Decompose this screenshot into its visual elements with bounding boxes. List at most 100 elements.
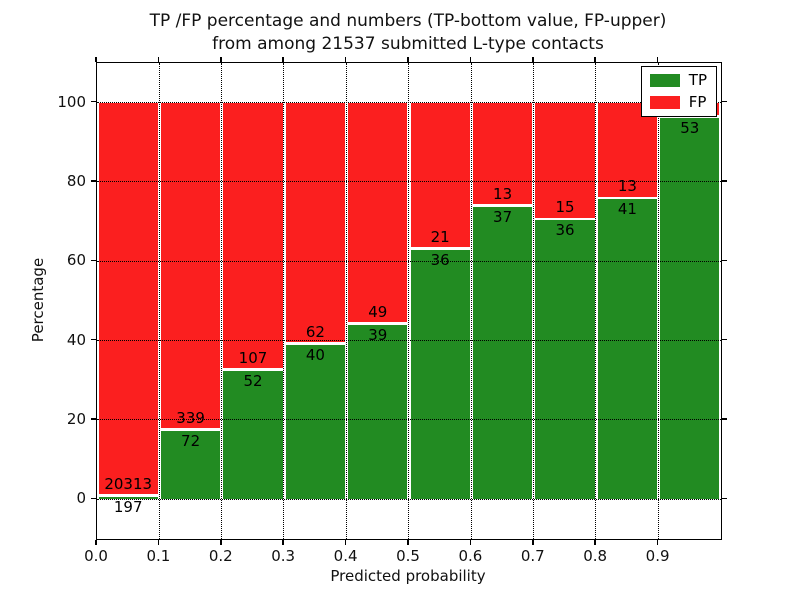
horizontal-gridline [97,498,721,500]
x-tick-mark-top [282,57,284,62]
x-tick-mark-top [594,57,596,62]
bar-fp-segment [597,102,658,197]
bar-tp-segment [160,430,221,500]
x-tick-label: 0.6 [458,547,483,565]
fp-count-label: 107 [238,348,268,367]
tp-count-label: 39 [368,325,388,344]
bar-tp-segment [348,324,408,500]
x-tick-label: 0.9 [645,547,670,565]
y-tick-label: 20 [66,410,86,428]
fp-count-label: 20313 [104,474,153,493]
x-tick-label: 0.8 [583,547,608,565]
x-tick-mark-top [532,57,534,62]
fp-count-label: 49 [368,302,388,321]
x-tick-label: 0.2 [208,547,233,565]
y-tick-mark-right [721,100,727,103]
bar-tp-segment [98,496,158,500]
y-tick-label: 60 [66,251,86,270]
bar-fp-segment [285,102,346,343]
x-tick-mark [282,539,284,545]
bar-fp-segment [348,102,408,323]
x-tick-label: 0.5 [396,547,420,565]
tp-color-swatch [649,74,680,87]
chart-title: TP /FP percentage and numbers (TP-bottom… [96,10,720,56]
legend: TP FP [640,66,717,117]
fp-color-swatch [649,96,680,109]
x-tick-label: 0.7 [520,547,545,565]
bar-tp-segment [535,220,595,500]
y-tick-mark [91,418,96,420]
x-tick-mark [532,539,534,545]
vertical-gridline [408,63,410,539]
legend-item-tp: TP [649,73,707,88]
x-tick-label: 0.1 [146,547,171,565]
bar-fp-segment [472,102,533,205]
x-tick-label: 0.4 [333,547,358,565]
bar-tp-segment [285,344,346,500]
x-tick-mark [95,539,97,545]
chart-title-line-1: TP /FP percentage and numbers (TP-bottom… [149,11,667,31]
vertical-gridline [470,63,472,539]
tp-count-label: 36 [430,250,450,269]
fp-count-label: 13 [493,184,513,203]
y-tick-mark [91,497,96,500]
bar-tp-segment [597,199,658,500]
bar-fp-segment [160,102,221,429]
bar-tp-segment [410,249,470,500]
x-tick-mark-top [407,57,409,62]
x-tick-mark-top [157,57,160,62]
x-tick-label: 0.0 [84,547,108,565]
bar-fp-segment [410,102,470,248]
y-tick-label: 0 [76,489,86,508]
horizontal-gridline [97,339,721,341]
y-tick-mark-right [721,259,727,262]
x-tick-mark [344,539,347,545]
legend-label-fp: FP [688,93,707,111]
vertical-gridline [158,63,160,539]
fp-count-label: 62 [305,322,325,341]
vertical-gridline [595,63,597,539]
bar-tp-segment [660,117,720,500]
fp-count-label: 15 [555,198,575,217]
tp-count-label: 72 [181,431,201,450]
x-tick-mark-top [469,57,472,62]
tp-count-label: 53 [680,118,700,137]
x-tick-mark [220,539,222,545]
vertical-gridline [221,63,223,539]
x-tick-mark-top [220,57,222,62]
x-tick-mark-top [656,57,659,62]
fp-count-label: 13 [617,177,637,196]
y-tick-mark-right [721,180,727,182]
tp-count-label: 36 [555,221,575,240]
y-tick-mark [91,180,96,182]
vertical-gridline [345,63,347,539]
y-tick-mark-right [721,418,727,420]
x-tick-mark-top [344,57,347,62]
x-axis-label: Predicted probability [330,567,486,585]
tp-count-label: 41 [617,200,637,219]
horizontal-gridline [97,260,721,262]
x-tick-mark [157,539,160,545]
horizontal-gridline [97,181,721,183]
horizontal-gridline [97,419,721,421]
y-tick-mark [91,259,96,262]
horizontal-gridline [97,101,721,103]
y-tick-mark [91,338,96,341]
tp-count-label: 197 [113,497,143,516]
bar-tp-segment [223,370,283,500]
x-tick-mark [469,539,472,545]
x-tick-mark [656,539,659,545]
vertical-gridline [533,63,535,539]
bar-fp-segment [223,102,283,369]
vertical-gridline [657,63,659,539]
tp-count-label: 37 [493,207,513,226]
tp-count-label: 52 [243,371,263,390]
x-tick-mark [407,539,409,545]
x-tick-mark [594,539,596,545]
plot-area: TP FP 20313 197 339 72 107 52 62 40 49 39 21 36 13 37… [96,62,722,540]
fp-count-label: 21 [430,227,450,246]
y-tick-label: 100 [57,92,86,111]
fp-count-label: 339 [176,408,205,427]
bar-fp-segment [98,102,158,494]
